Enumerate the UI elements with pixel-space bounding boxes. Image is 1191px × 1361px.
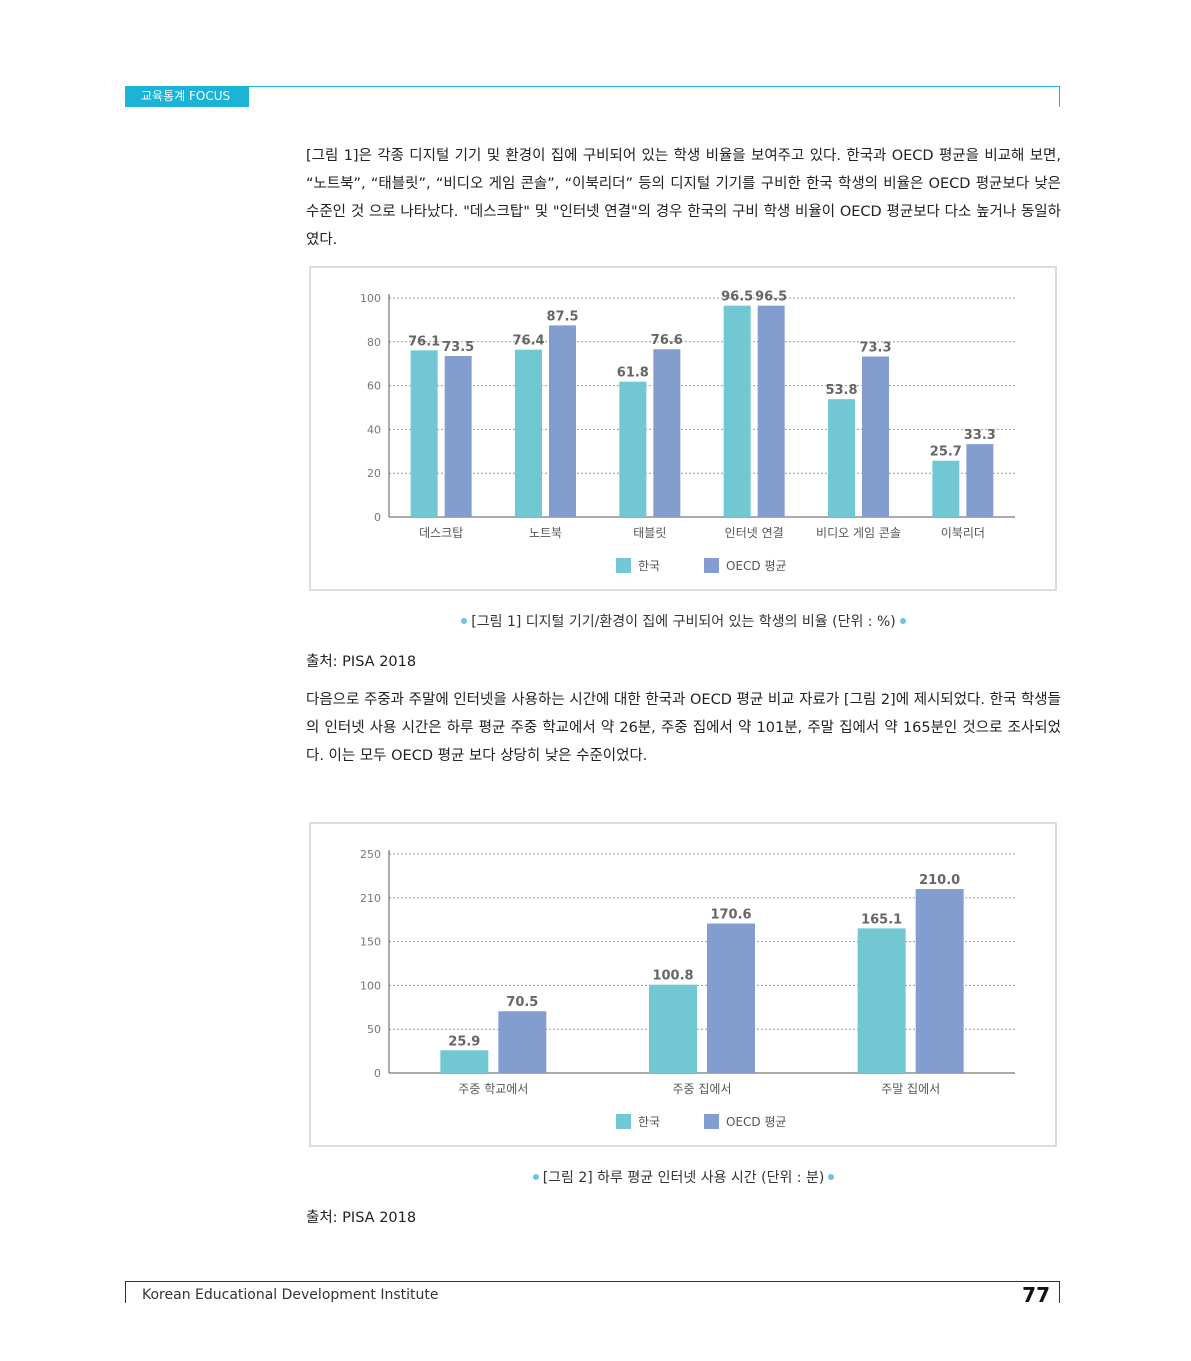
legend-label: 한국: [638, 559, 660, 573]
data-label: 96.5: [721, 290, 753, 305]
figure-1-caption-text: [그림 1] 디지털 기기/환경이 집에 구비되어 있는 학생의 비율 (단위 …: [471, 614, 896, 630]
bar: [857, 928, 906, 1073]
bar: [932, 460, 960, 517]
category-label: 주중 학교에서: [458, 1082, 528, 1096]
header-rule: [249, 86, 1059, 87]
bar: [707, 923, 755, 1073]
data-label: 76.6: [651, 333, 683, 348]
page-number: 77: [1022, 1283, 1050, 1307]
y-tick-label: 50: [367, 1023, 381, 1036]
y-tick-label: 60: [367, 380, 381, 393]
legend-swatch: [616, 558, 631, 573]
figure-2-caption-text: [그림 2] 하루 평균 인터넷 사용 시간 (단위 : 분): [542, 1170, 825, 1186]
data-label: 25.9: [448, 1034, 480, 1049]
footer-rule: [125, 1281, 1060, 1282]
y-tick-label: 0: [374, 1067, 381, 1080]
data-label: 25.7: [930, 445, 962, 460]
data-label: 96.5: [755, 290, 787, 305]
y-tick-label: 80: [367, 336, 381, 349]
data-label: 165.1: [861, 912, 902, 927]
y-tick-label: 150: [360, 936, 381, 949]
legend-swatch: [616, 1114, 631, 1129]
y-tick-label: 20: [367, 467, 381, 480]
figure-1-source: 출처: PISA 2018: [306, 654, 417, 670]
figure-2-caption: [그림 2] 하루 평균 인터넷 사용 시간 (단위 : 분): [306, 1167, 1061, 1187]
category-label: 주중 집에서: [672, 1082, 731, 1096]
bar: [619, 381, 647, 517]
data-label: 76.4: [512, 334, 544, 349]
data-label: 53.8: [825, 383, 857, 398]
category-label: 데스크탑: [419, 526, 463, 540]
bar: [549, 325, 576, 517]
category-label: 비디오 게임 콘솔: [816, 526, 901, 540]
data-label: 170.6: [710, 908, 751, 923]
figure-2-source: 출처: PISA 2018: [306, 1210, 417, 1226]
bar: [966, 444, 994, 517]
figure-1-svg: 0 20 40 60 80 100 76.1 73.5 데스크탑 76.487.5 노트북 61.8 7…: [360, 290, 1015, 573]
legend-label: 한국: [638, 1115, 660, 1129]
y-tick-label: 210: [360, 892, 381, 905]
caption-bullet-icon: [461, 618, 468, 624]
bar: [440, 1050, 489, 1073]
data-label: 70.5: [506, 995, 538, 1010]
bar: [410, 350, 438, 517]
figure-2-chart: 0 50 100 150 210 250 25.9 70.5 주중 학교에서 100.8 170.6…: [309, 822, 1057, 1147]
data-label: 73.5: [442, 340, 474, 355]
category-label: 노트북: [529, 526, 562, 540]
footer-rule-left: [125, 1281, 126, 1303]
legend-swatch: [704, 558, 719, 573]
data-label: 87.5: [546, 309, 578, 324]
caption-bullet-icon: [828, 1174, 835, 1180]
paragraph-internet-time: 다음으로 주중과 주말에 인터넷을 사용하는 시간에 대한 한국과 OECD 평…: [306, 692, 1061, 764]
data-label: 61.8: [617, 366, 649, 381]
bar: [757, 305, 785, 517]
data-label: 100.8: [652, 969, 693, 984]
category-label: 인터넷 연결: [725, 526, 784, 540]
bar: [862, 356, 889, 517]
legend-label: OECD 평균: [726, 559, 787, 573]
paragraph-intro: [그림 1]은 각종 디지털 기기 및 환경이 집에 구비되어 있는 학생 비율…: [306, 148, 1061, 248]
caption-bullet-icon: [899, 618, 906, 624]
data-label: 73.3: [859, 340, 891, 355]
footer-rule-right: [1059, 1281, 1060, 1303]
category-label: 이북리더: [941, 526, 985, 540]
y-tick-label: 100: [360, 979, 381, 992]
bar: [915, 889, 964, 1073]
bar: [828, 399, 855, 517]
legend-label: OECD 평균: [726, 1115, 787, 1129]
bar: [515, 349, 542, 517]
bar: [444, 356, 472, 517]
bar: [653, 349, 681, 517]
figure-1-caption: [그림 1] 디지털 기기/환경이 집에 구비되어 있는 학생의 비율 (단위 …: [306, 611, 1061, 631]
data-label: 33.3: [964, 428, 996, 443]
caption-bullet-icon: [532, 1174, 539, 1180]
legend-swatch: [704, 1114, 719, 1129]
bar: [498, 1011, 547, 1073]
category-label: 주말 집에서: [881, 1082, 940, 1096]
y-tick-label: 100: [360, 292, 381, 305]
category-label: 태블릿: [633, 526, 666, 540]
bar: [649, 984, 697, 1073]
figure-2-svg: 0 50 100 150 210 250 25.9 70.5 주중 학교에서 100.8 170.6…: [360, 848, 1015, 1129]
y-tick-label: 0: [374, 511, 381, 524]
data-label: 76.1: [408, 334, 440, 349]
y-tick-label: 250: [360, 848, 381, 861]
bar: [723, 305, 751, 517]
data-label: 210.0: [919, 873, 960, 888]
header-rule-end: [1059, 86, 1060, 107]
footer-institute: Korean Educational Development Institute: [142, 1287, 439, 1303]
figure-1-chart: 0 20 40 60 80 100 76.1 73.5 데스크탑 76.4 87.5 노트북 61.8 7…: [309, 266, 1057, 591]
section-label: 교육통계 FOCUS: [125, 86, 249, 107]
y-tick-label: 40: [367, 423, 381, 436]
